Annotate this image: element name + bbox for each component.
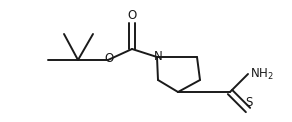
Text: S: S <box>245 96 253 109</box>
Text: NH$_2$: NH$_2$ <box>250 66 274 81</box>
Text: O: O <box>127 9 137 22</box>
Text: N: N <box>154 50 162 62</box>
Text: O: O <box>104 52 114 66</box>
